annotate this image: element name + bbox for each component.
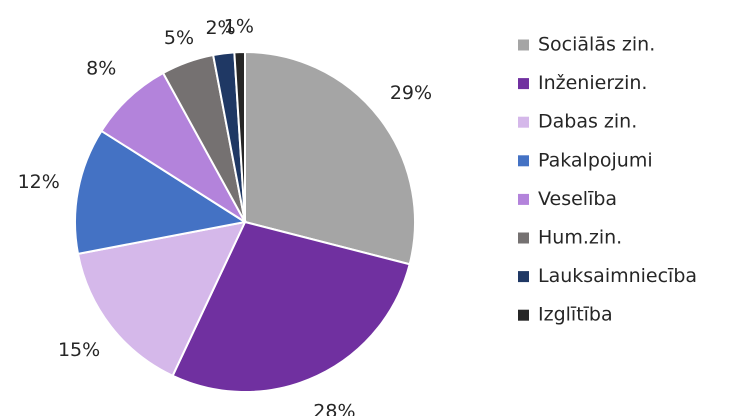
legend-swatch: [518, 78, 529, 90]
legend-label: Veselība: [538, 188, 617, 210]
legend-swatch: [518, 116, 529, 128]
legend-swatch: [518, 232, 529, 244]
data-label: 15%: [58, 339, 100, 361]
legend-label: Lauksaimniecība: [538, 265, 697, 287]
pie-slice: [76, 220, 247, 378]
data-label: 2%: [205, 17, 235, 39]
legend-swatch: [518, 193, 529, 205]
legend-swatch: [518, 155, 529, 167]
legend-swatch: [518, 39, 529, 51]
legend-label: Dabas zin.: [538, 111, 637, 133]
data-label: 29%: [390, 82, 432, 104]
legend-label: Izglītība: [538, 304, 613, 326]
data-label: 5%: [164, 27, 194, 49]
data-label: 8%: [86, 57, 116, 79]
data-label: 1%: [224, 16, 254, 38]
data-label: 28%: [313, 401, 355, 416]
legend-swatch: [518, 271, 529, 283]
legend-label: Hum.zin.: [538, 227, 622, 249]
pie-slice: [74, 129, 248, 256]
legend-swatch: [518, 309, 529, 321]
pie-slice: [233, 50, 246, 223]
pie-slice: [171, 220, 411, 393]
data-label: 12%: [18, 171, 60, 193]
legend-label: Pakalpojumi: [538, 149, 653, 171]
legend-label: Sociālās zin.: [538, 34, 655, 56]
pie-slice: [244, 50, 416, 266]
legend-label: Inženierzin.: [538, 72, 647, 94]
